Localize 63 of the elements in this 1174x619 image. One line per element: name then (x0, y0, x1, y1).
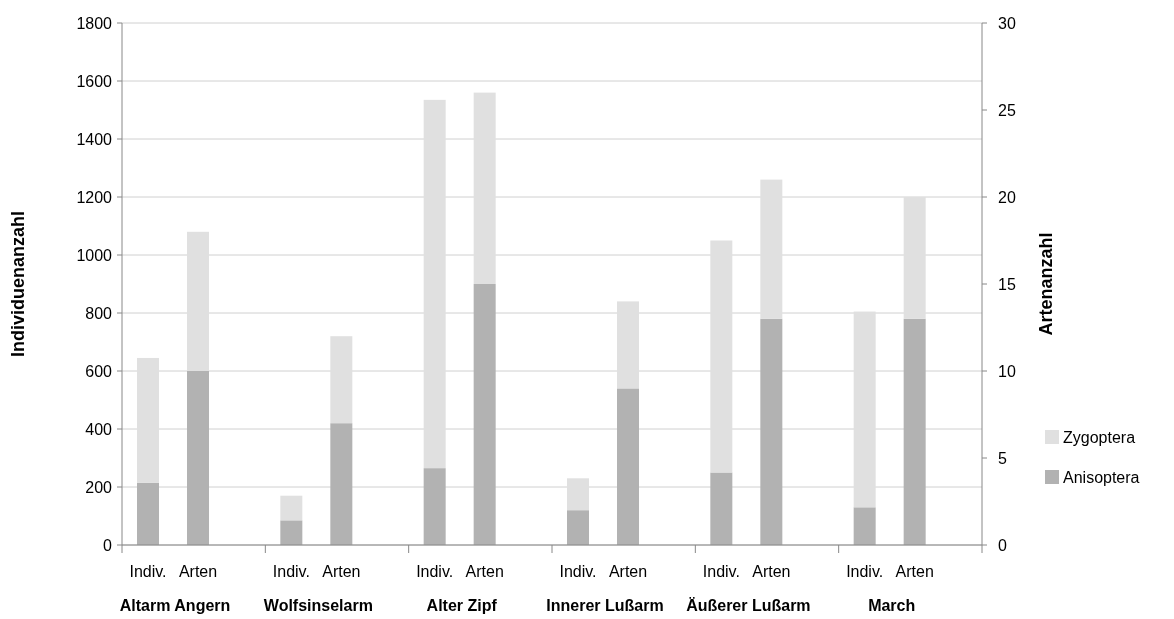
bar (617, 388, 639, 545)
y-axis-title: Individuenanzahl (8, 210, 28, 358)
x-tick-label: Arten (465, 563, 504, 580)
text: Alter Zipf (426, 597, 498, 614)
y2-tick-label: 0 (998, 536, 1007, 554)
y2-tick-label: 15 (998, 275, 1016, 293)
y-tick-label: 0 (103, 536, 113, 554)
y2-tick-label: 30 (998, 14, 1016, 32)
x-tick-label: Arten (752, 563, 791, 580)
bar (423, 99, 446, 469)
legend-label: Zygoptera (1063, 428, 1136, 446)
bar (280, 520, 303, 545)
y2-tick-label: 5 (998, 449, 1007, 467)
bar (330, 423, 353, 545)
y2-tick-label: 10 (998, 362, 1016, 380)
y-tick-label: 1800 (76, 14, 113, 32)
x-tick-label: Arten (322, 563, 361, 580)
bar (187, 371, 209, 545)
text: Äußerer Lußarm (686, 597, 811, 614)
x-tick-label: Indiv. (559, 563, 597, 580)
bar (853, 311, 876, 508)
y-tick-label: 1000 (76, 246, 113, 264)
y-tick-label: 400 (85, 420, 113, 438)
bar (137, 357, 159, 483)
x-tick-label: Indiv. (272, 563, 310, 580)
legend-label: Anisoptera (1063, 468, 1140, 486)
bar (473, 92, 496, 284)
y-tick-label: 200 (85, 478, 113, 496)
text: March (868, 597, 916, 614)
bar (187, 231, 209, 371)
x-tick-label: Arten (178, 563, 218, 580)
bar (853, 507, 876, 545)
bar (710, 240, 733, 473)
bar (903, 197, 926, 319)
bar (903, 318, 926, 545)
bar (473, 284, 496, 545)
bar (710, 472, 733, 545)
text: Altarm Angern (119, 597, 231, 614)
y-tick-label: 1200 (76, 188, 113, 206)
y2-tick-label: 25 (998, 101, 1016, 119)
bar (760, 318, 783, 545)
text: Innerer Lußarm (546, 597, 664, 614)
bar (330, 336, 353, 424)
x-tick-label: Indiv. (416, 563, 454, 580)
y-tick-label: 1400 (76, 130, 113, 148)
bar (617, 301, 639, 389)
text: Wolfsinselarm (263, 597, 373, 614)
y2-tick-label: 20 (998, 188, 1016, 206)
bar (760, 179, 783, 319)
y-tick-label: 1600 (76, 72, 113, 90)
bar (423, 468, 446, 545)
x-tick-label: Indiv. (129, 563, 167, 580)
x-tick-label: Arten (895, 563, 934, 580)
x-tick-label: Arten (608, 563, 648, 580)
y-tick-label: 800 (85, 304, 113, 322)
y-tick-label: 600 (85, 362, 113, 380)
bar (280, 495, 303, 521)
x-tick-label: Indiv. (846, 563, 884, 580)
bar (567, 478, 589, 511)
bar (137, 482, 159, 545)
bar (567, 510, 589, 545)
x-tick-label: Indiv. (702, 563, 740, 580)
y2-axis-title: Artenanzahl (1036, 232, 1056, 336)
